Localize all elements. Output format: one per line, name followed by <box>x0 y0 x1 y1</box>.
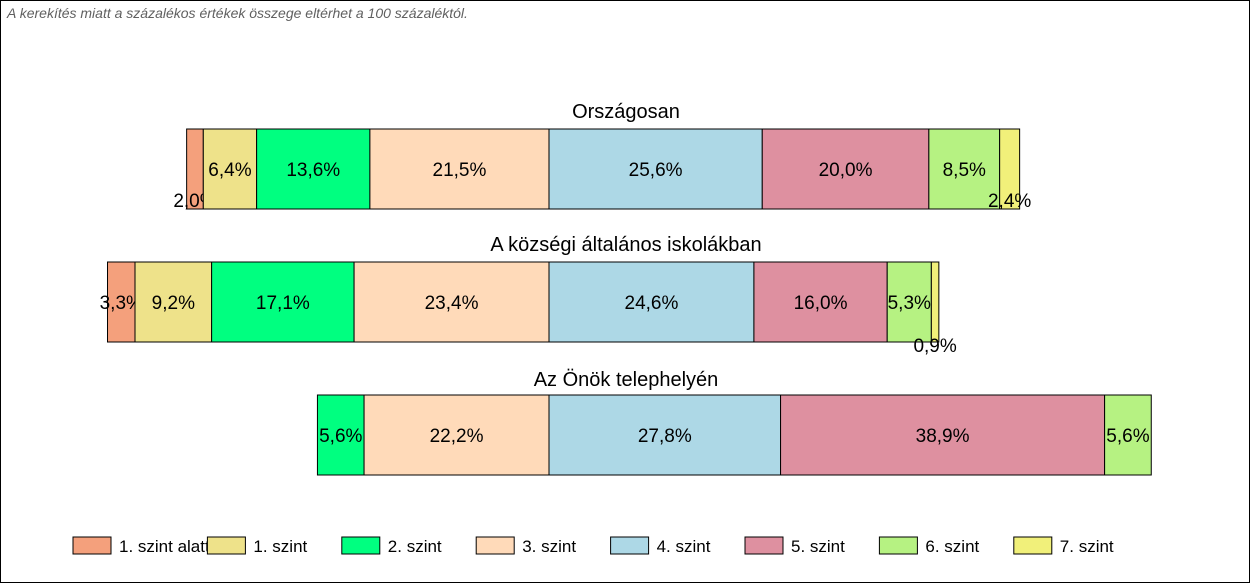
data-label: 9,2% <box>152 293 195 314</box>
legend-swatch <box>610 536 650 555</box>
data-label: 16,0% <box>794 293 848 314</box>
data-label: 8,5% <box>943 160 986 181</box>
legend-swatch <box>475 536 515 555</box>
legend-label: 7. szint <box>1060 537 1114 556</box>
legend-swatch <box>341 536 381 555</box>
data-label: 21,5% <box>433 160 487 181</box>
rounding-note: A kerekítés miatt a százalékos értékek ö… <box>7 5 468 21</box>
bar-segment-4-szint <box>548 261 755 343</box>
bar-segment-4-szint <box>548 394 782 476</box>
legend-swatch <box>878 536 918 555</box>
bar-segment-2-szint <box>211 261 355 343</box>
data-label: 24,6% <box>625 293 679 314</box>
data-label: 17,1% <box>256 293 310 314</box>
bar-segment-6-szint <box>928 128 1001 210</box>
category-title: Országosan <box>572 101 680 123</box>
data-label: 3,3% <box>100 293 143 314</box>
bar-segment-6-szint <box>886 261 932 343</box>
legend-swatch <box>744 536 784 555</box>
legend-label: 5. szint <box>791 537 845 556</box>
legend-label: 1. szint <box>253 537 307 556</box>
bar-segment-7-szint <box>999 128 1021 210</box>
bar-segment-5-szint <box>780 394 1106 476</box>
legend-swatch <box>1013 536 1053 555</box>
category-title: Az Önök telephelyén <box>534 369 719 391</box>
legend-swatch <box>206 536 246 555</box>
data-label: 2,4% <box>988 191 1031 212</box>
bar-segment-2-szint <box>316 394 365 476</box>
data-label: 13,6% <box>286 160 340 181</box>
data-label: 5,6% <box>319 426 362 447</box>
bar-segment-6-szint <box>1104 394 1152 476</box>
bar-segment-5-szint <box>761 128 930 210</box>
data-label: 22,2% <box>430 426 484 447</box>
data-label: 0,9% <box>913 336 956 357</box>
data-label: 38,9% <box>916 426 970 447</box>
legend-swatch <box>72 536 112 555</box>
data-label: 5,3% <box>888 293 931 314</box>
bar-segment-1-szint <box>202 128 258 210</box>
data-label: 23,4% <box>425 293 479 314</box>
data-label: 6,4% <box>208 160 251 181</box>
data-label: 25,6% <box>629 160 683 181</box>
bar-segment-3-szint <box>353 261 550 343</box>
data-label: 27,8% <box>638 426 692 447</box>
legend-label: 6. szint <box>925 537 979 556</box>
data-label: 5,6% <box>1106 426 1149 447</box>
legend-label: 1. szint alatti <box>119 537 214 556</box>
bar-segment-3-szint <box>363 394 550 476</box>
bar-segment-3-szint <box>369 128 550 210</box>
legend-label: 2. szint <box>388 537 442 556</box>
bar-segment-5-szint <box>753 261 888 343</box>
bar-segment-2-szint <box>256 128 371 210</box>
legend-label: 4. szint <box>657 537 711 556</box>
category-title: A községi általános iskolákban <box>490 234 761 256</box>
data-label: 20,0% <box>819 160 873 181</box>
legend-label: 3. szint <box>522 537 576 556</box>
bar-segment-7-szint <box>930 261 940 343</box>
